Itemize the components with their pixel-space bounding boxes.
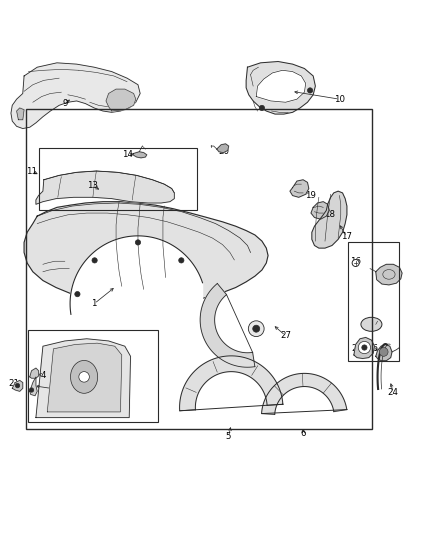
Text: 25: 25: [351, 344, 363, 353]
Bar: [348, 243, 399, 361]
Bar: [39, 148, 197, 209]
Polygon shape: [47, 343, 122, 412]
Circle shape: [79, 372, 89, 382]
Ellipse shape: [71, 360, 98, 393]
Circle shape: [358, 342, 371, 354]
Polygon shape: [200, 284, 255, 367]
Text: 27: 27: [280, 331, 291, 340]
Polygon shape: [30, 377, 37, 395]
Polygon shape: [290, 180, 309, 197]
Polygon shape: [11, 63, 140, 128]
Text: 6: 6: [300, 429, 306, 438]
Bar: [26, 109, 372, 429]
Circle shape: [362, 345, 367, 350]
Circle shape: [75, 292, 80, 297]
Polygon shape: [354, 337, 374, 359]
Text: 20: 20: [219, 147, 230, 156]
Polygon shape: [134, 152, 147, 158]
Text: 13: 13: [87, 181, 99, 190]
Circle shape: [379, 348, 388, 356]
Polygon shape: [70, 236, 202, 319]
Circle shape: [135, 240, 141, 245]
Polygon shape: [312, 191, 347, 248]
Polygon shape: [217, 144, 229, 152]
Polygon shape: [261, 374, 347, 415]
Circle shape: [253, 325, 260, 332]
Polygon shape: [36, 171, 174, 204]
Polygon shape: [246, 61, 315, 114]
Polygon shape: [17, 108, 24, 120]
Polygon shape: [376, 344, 392, 361]
Text: 10: 10: [334, 95, 345, 104]
Bar: [28, 330, 158, 422]
Text: 21: 21: [8, 379, 20, 389]
Polygon shape: [36, 339, 131, 418]
Circle shape: [92, 258, 97, 263]
Text: 24: 24: [388, 388, 399, 397]
Text: 26: 26: [367, 344, 379, 353]
Text: 5: 5: [226, 432, 231, 441]
Circle shape: [15, 383, 20, 388]
Text: 16: 16: [350, 257, 361, 266]
Polygon shape: [106, 89, 136, 111]
Text: 2: 2: [108, 401, 113, 410]
Circle shape: [352, 260, 359, 266]
Polygon shape: [376, 264, 402, 285]
Text: 23: 23: [385, 272, 396, 281]
Polygon shape: [12, 381, 23, 391]
Text: 4: 4: [40, 370, 46, 379]
Circle shape: [259, 106, 265, 110]
Ellipse shape: [361, 317, 382, 332]
Text: 17: 17: [341, 232, 353, 241]
Polygon shape: [256, 70, 306, 102]
Polygon shape: [311, 201, 329, 219]
Polygon shape: [30, 368, 39, 378]
Circle shape: [307, 88, 313, 93]
Circle shape: [179, 258, 184, 263]
Text: 1: 1: [92, 299, 97, 308]
Text: 14: 14: [122, 150, 134, 159]
Text: 22: 22: [363, 322, 374, 332]
Text: 18: 18: [324, 211, 335, 219]
Circle shape: [29, 388, 34, 392]
Text: 9: 9: [62, 99, 67, 108]
Text: 19: 19: [305, 191, 315, 200]
Polygon shape: [180, 356, 283, 411]
Polygon shape: [24, 201, 268, 305]
Circle shape: [248, 321, 264, 336]
Text: 3: 3: [60, 385, 65, 394]
Text: 11: 11: [26, 166, 37, 175]
